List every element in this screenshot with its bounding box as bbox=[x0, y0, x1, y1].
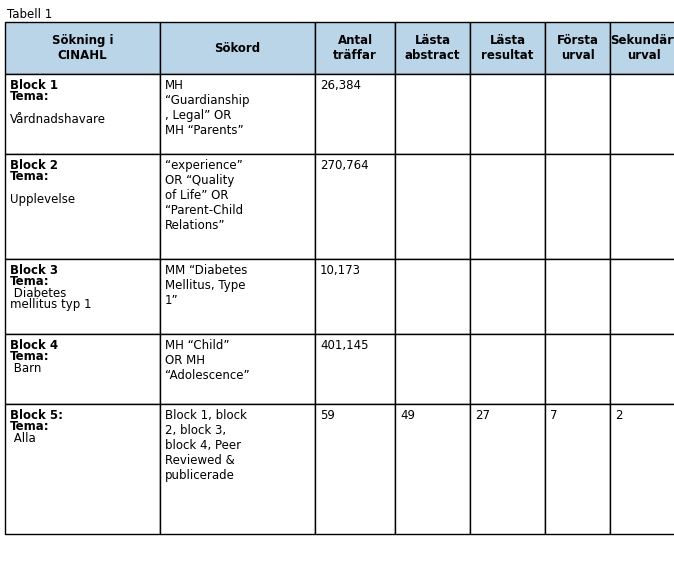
Bar bbox=[395, 404, 470, 534]
Bar bbox=[160, 404, 315, 534]
Bar bbox=[610, 334, 674, 404]
Text: Alla: Alla bbox=[10, 432, 36, 445]
Bar bbox=[545, 404, 610, 534]
Bar bbox=[315, 154, 395, 259]
Text: Tabell 1: Tabell 1 bbox=[7, 8, 53, 21]
Text: Block 5:: Block 5: bbox=[10, 409, 63, 422]
Bar bbox=[5, 334, 160, 404]
Bar bbox=[5, 154, 160, 259]
Text: Tema:: Tema: bbox=[10, 90, 50, 104]
Text: 26,384: 26,384 bbox=[320, 79, 361, 92]
Text: 270,764: 270,764 bbox=[320, 159, 369, 172]
Bar bbox=[5, 259, 160, 334]
Text: Sekundärt
urval: Sekundärt urval bbox=[610, 34, 674, 62]
Text: Antal
träffar: Antal träffar bbox=[333, 34, 377, 62]
Text: Block 1: Block 1 bbox=[10, 79, 58, 92]
Bar bbox=[395, 334, 470, 404]
Text: Tema:: Tema: bbox=[10, 170, 50, 184]
Text: Block 2: Block 2 bbox=[10, 159, 58, 172]
Bar bbox=[545, 74, 610, 154]
Bar bbox=[160, 334, 315, 404]
Bar bbox=[545, 259, 610, 334]
Text: Tema:: Tema: bbox=[10, 351, 50, 363]
Bar bbox=[470, 259, 545, 334]
Text: 2: 2 bbox=[615, 409, 623, 422]
Bar bbox=[160, 74, 315, 154]
Bar bbox=[395, 259, 470, 334]
Text: 49: 49 bbox=[400, 409, 415, 422]
Text: MM “Diabetes
Mellitus, Type
1”: MM “Diabetes Mellitus, Type 1” bbox=[165, 264, 247, 307]
Bar bbox=[545, 154, 610, 259]
Bar bbox=[315, 22, 395, 74]
Bar bbox=[610, 74, 674, 154]
Bar bbox=[395, 74, 470, 154]
Text: Block 1, block
2, block 3,
block 4, Peer
Reviewed &
publicerade: Block 1, block 2, block 3, block 4, Peer… bbox=[165, 409, 247, 482]
Text: Upplevelse: Upplevelse bbox=[10, 193, 75, 206]
Text: Block 4: Block 4 bbox=[10, 339, 58, 352]
Text: Sökord: Sökord bbox=[214, 42, 261, 54]
Bar bbox=[470, 404, 545, 534]
Bar bbox=[315, 334, 395, 404]
Text: 27: 27 bbox=[475, 409, 490, 422]
Bar bbox=[160, 259, 315, 334]
Text: “experience”
OR “Quality
of Life” OR
“Parent-Child
Relations”: “experience” OR “Quality of Life” OR “Pa… bbox=[165, 159, 243, 232]
Text: Block 3: Block 3 bbox=[10, 264, 58, 277]
Text: 10,173: 10,173 bbox=[320, 264, 361, 277]
Text: 7: 7 bbox=[550, 409, 557, 422]
Text: 401,145: 401,145 bbox=[320, 339, 369, 352]
Bar bbox=[610, 22, 674, 74]
Text: Tema:: Tema: bbox=[10, 276, 50, 288]
Bar bbox=[470, 74, 545, 154]
Bar bbox=[610, 259, 674, 334]
Bar bbox=[395, 154, 470, 259]
Bar bbox=[160, 154, 315, 259]
Bar bbox=[315, 74, 395, 154]
Text: MH “Child”
OR MH
“Adolescence”: MH “Child” OR MH “Adolescence” bbox=[165, 339, 249, 382]
Text: Diabetes: Diabetes bbox=[10, 287, 66, 300]
Bar bbox=[545, 334, 610, 404]
Bar bbox=[5, 404, 160, 534]
Text: Första
urval: Första urval bbox=[557, 34, 599, 62]
Bar bbox=[610, 154, 674, 259]
Bar bbox=[470, 334, 545, 404]
Bar bbox=[545, 22, 610, 74]
Text: Lästa
abstract: Lästa abstract bbox=[405, 34, 460, 62]
Text: Tema:: Tema: bbox=[10, 420, 50, 434]
Bar bbox=[5, 22, 160, 74]
Text: mellitus typ 1: mellitus typ 1 bbox=[10, 299, 92, 311]
Text: Vårdnadshavare: Vårdnadshavare bbox=[10, 113, 106, 126]
Text: Sökning i
CINAHL: Sökning i CINAHL bbox=[52, 34, 113, 62]
Bar bbox=[610, 404, 674, 534]
Bar bbox=[470, 154, 545, 259]
Text: MH
“Guardianship
, Legal” OR
MH “Parents”: MH “Guardianship , Legal” OR MH “Parents… bbox=[165, 79, 249, 137]
Bar bbox=[160, 22, 315, 74]
Text: Barn: Barn bbox=[10, 362, 41, 375]
Text: 59: 59 bbox=[320, 409, 335, 422]
Bar bbox=[395, 22, 470, 74]
Bar bbox=[315, 259, 395, 334]
Bar bbox=[5, 74, 160, 154]
Bar bbox=[315, 404, 395, 534]
Text: Lästa
resultat: Lästa resultat bbox=[481, 34, 534, 62]
Bar bbox=[470, 22, 545, 74]
